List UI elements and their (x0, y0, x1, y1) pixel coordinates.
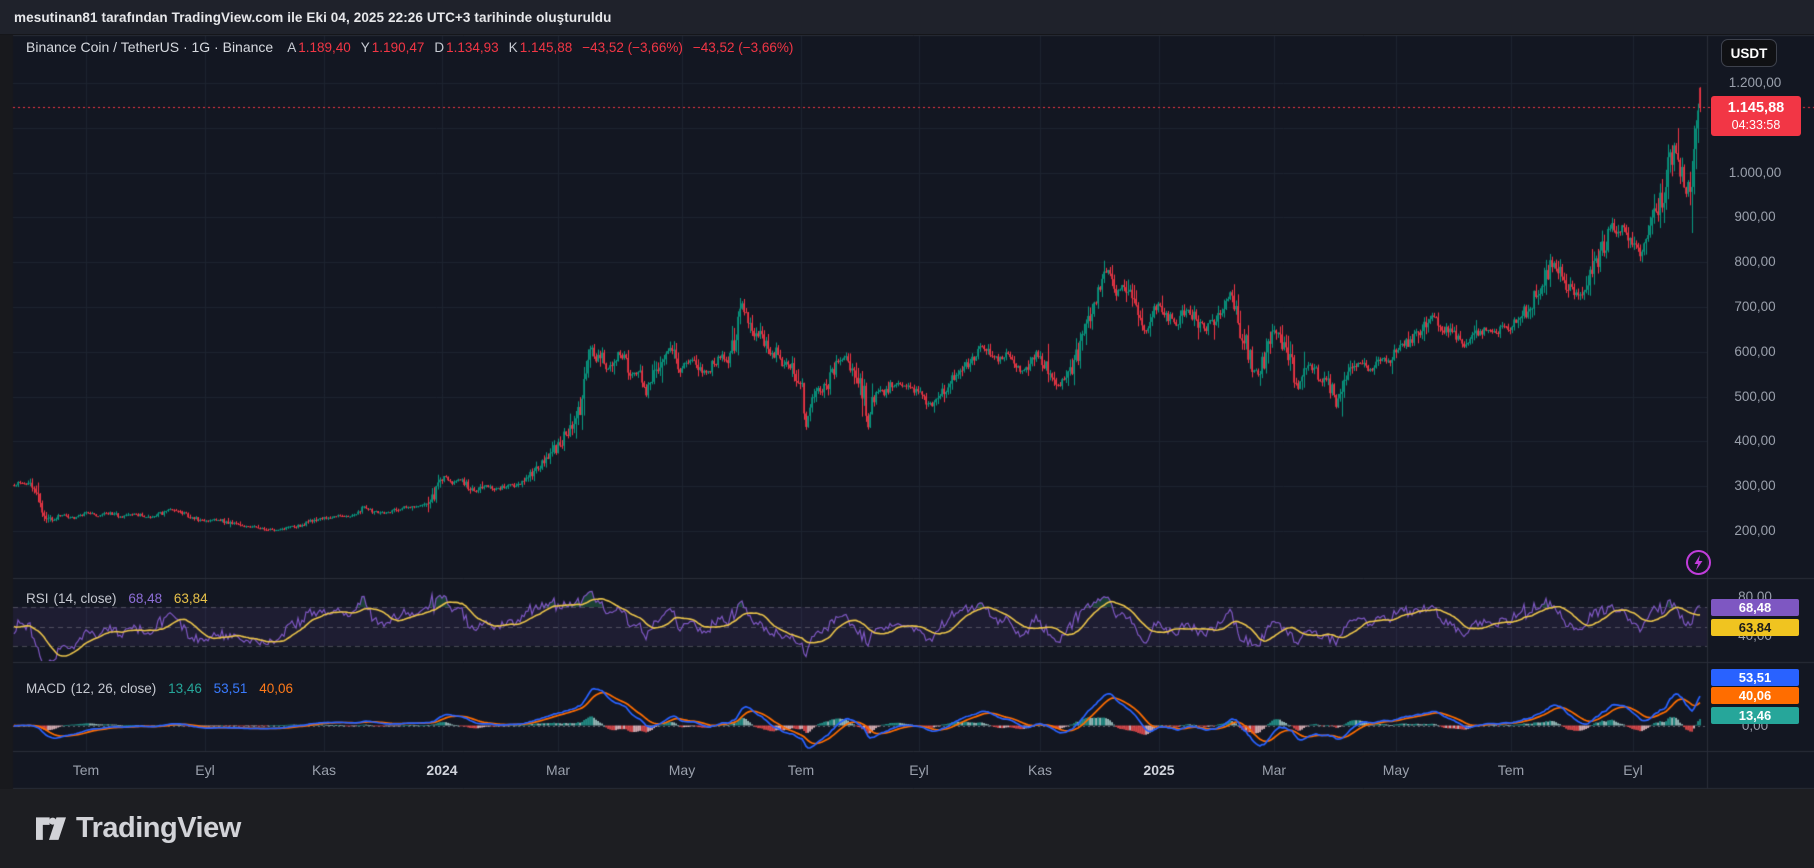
price-tick: 1.000,00 (1728, 164, 1782, 180)
macd-signal-badge: 40,06 (1711, 687, 1799, 704)
ohlc-values: A 1.189,40 Y 1.190,47 D 1.134,93 K 1.145,88 (287, 40, 582, 55)
time-tick: May (1382, 762, 1410, 778)
currency-toggle-button[interactable]: USDT (1721, 39, 1777, 67)
price-tick: 400,00 (1734, 433, 1776, 449)
price-tick: 600,00 (1734, 343, 1776, 359)
time-tick: Tem (787, 762, 815, 778)
tradingview-logo: TradingView (36, 812, 241, 845)
rsi-legend-name: RSI (26, 591, 49, 606)
tradingview-mark-icon (36, 816, 66, 840)
time-tick: Eyl (909, 762, 929, 778)
price-axis[interactable]: 1.200,00 1.000,00 900,00 800,00 700,00 600,00… (1708, 35, 1814, 789)
footer: TradingView (0, 789, 1814, 868)
last-price-label: 1.145,88 04:33:58 (1711, 96, 1801, 136)
macd-hist-legend-value: 13,46 (168, 681, 202, 696)
time-tick: Kas (311, 762, 337, 778)
ohlc-item: A 1.189,40 (287, 39, 351, 55)
macd-line-legend-value: 53,51 (213, 681, 248, 696)
time-tick: Eyl (1623, 762, 1643, 778)
time-tick: Tem (72, 762, 100, 778)
time-tick: Kas (1027, 762, 1053, 778)
macd-hist-badge: 13,46 (1711, 707, 1799, 724)
time-tick: Mar (1261, 762, 1287, 778)
macd-legend: MACD (12, 26, close) 13,46 53,51 40,06 (26, 681, 293, 696)
macd-value-badge: 53,51 (1711, 669, 1799, 686)
ohlc-item: K 1.145,88 (508, 39, 573, 55)
price-tick: 200,00 (1734, 523, 1776, 538)
macd-legend-name: MACD (26, 681, 66, 696)
rsi-legend-value: 68,48 (128, 591, 163, 606)
symbol-title: Binance Coin / TetherUS · 1G · Binance (26, 39, 274, 55)
price-tick: 1.200,00 (1728, 75, 1782, 90)
change-value: −43,52 (−3,66%) (582, 39, 683, 55)
time-tick: May (668, 762, 696, 778)
price-tick: 900,00 (1734, 209, 1776, 225)
time-tick: Eyl (195, 762, 215, 778)
time-tick: 2024 (426, 762, 458, 778)
time-tick: Mar (545, 762, 571, 778)
price-tick: 500,00 (1734, 388, 1776, 404)
bar-countdown: 04:33:58 (1731, 118, 1781, 132)
rsi-legend: RSI (14, close) 68,48 63,84 (26, 591, 208, 606)
time-axis[interactable]: Tem Eyl Kas 2024 Mar May Tem Eyl Kas 2025 Mar May Te… (0, 752, 1707, 789)
lightning-icon (1686, 550, 1711, 575)
macd-legend-params: (12, 26, close) (70, 681, 157, 696)
last-price-value: 1.145,88 (1727, 100, 1785, 116)
symbol-legend: Binance Coin / TetherUS · 1G · Binance A… (26, 39, 803, 55)
attribution-bar: mesutinan81 tarafından TradingView.com i… (0, 0, 1814, 35)
rsi-legend-params: (14, close) (53, 591, 117, 606)
price-tick: 300,00 (1734, 478, 1776, 494)
rsi-ma-value-badge: 63,84 (1711, 619, 1799, 636)
price-tick: 700,00 (1734, 299, 1776, 314)
ohlc-item: D 1.134,93 (434, 39, 499, 55)
ohlc-item: Y 1.190,47 (360, 39, 425, 55)
time-tick: 2025 (1143, 762, 1175, 778)
boost-button[interactable] (1685, 549, 1712, 576)
attribution-text: mesutinan81 tarafından TradingView.com i… (14, 9, 612, 25)
rsi-value-badge: 68,48 (1711, 599, 1799, 616)
tradingview-brand-text: TradingView (76, 812, 241, 844)
change-value-secondary: −43,52 (−3,66%) (692, 39, 794, 55)
macd-signal-legend-value: 40,06 (259, 681, 293, 696)
price-tick: 800,00 (1734, 254, 1776, 270)
time-tick: Tem (1497, 762, 1525, 778)
rsi-ma-legend-value: 63,84 (173, 591, 208, 606)
